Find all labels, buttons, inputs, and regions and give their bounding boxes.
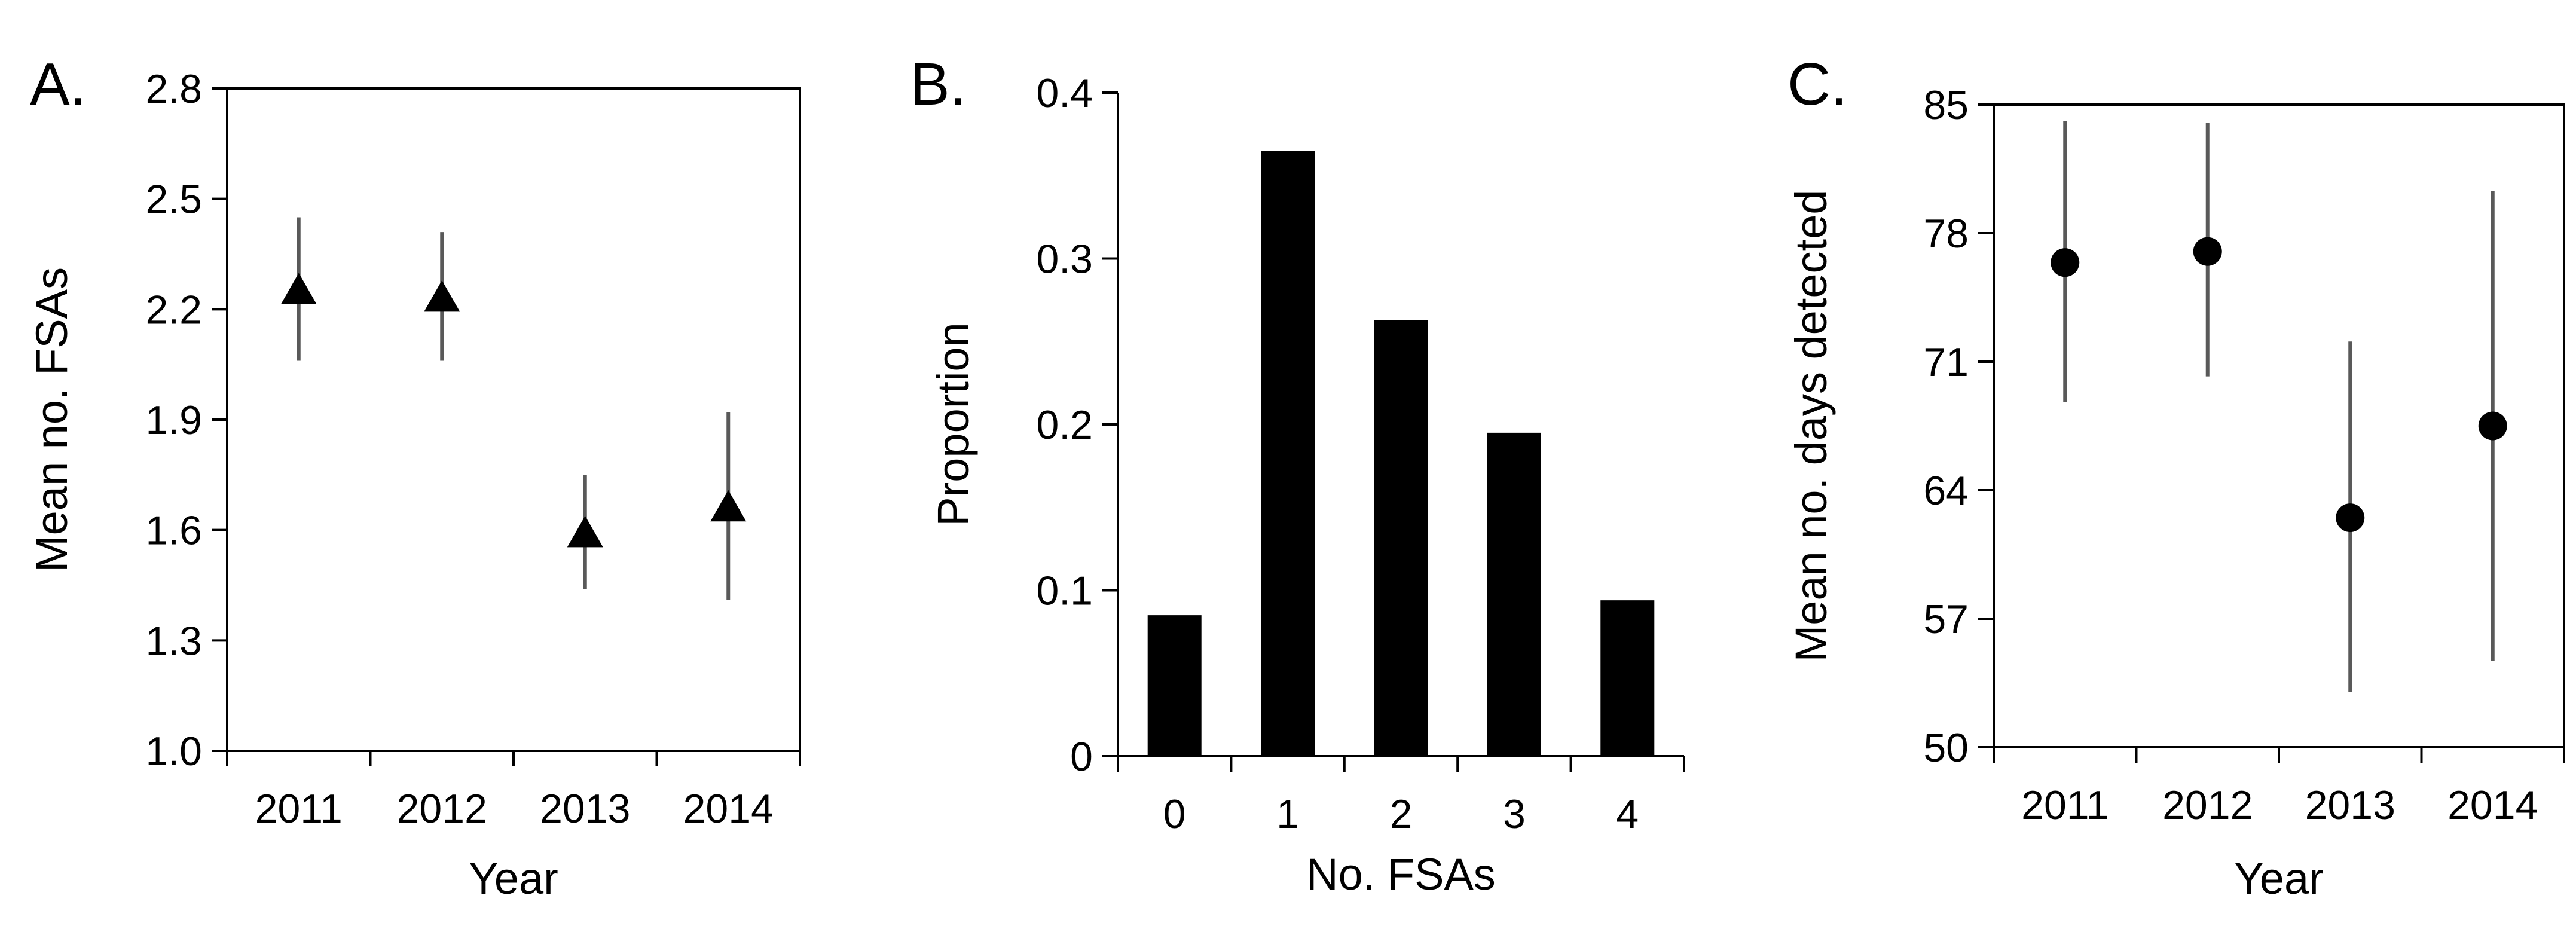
y-tick-label: 85 [1923,82,1969,128]
data-point-2012 [424,280,460,312]
x-tick-label: 2012 [397,786,487,832]
x-tick-label: 2012 [2162,783,2253,828]
x-tick-label: 2013 [2305,783,2395,828]
y-tick-label: 78 [1923,211,1969,256]
y-axis-title: Mean no. days detected [1786,190,1836,662]
y-tick-label: 57 [1923,597,1969,642]
y-tick-label: 1.3 [145,618,202,664]
data-point-2011 [280,273,317,305]
y-tick-label: 0 [1070,734,1093,780]
x-tick-label: 2 [1390,792,1413,837]
plot-frame [226,87,801,752]
y-tick-label: 0.3 [1036,237,1093,282]
chart-panel-a: A. 1.0 1.3 1.6 1.9 2.2 2.5 2.8 2011 2012 2013 2014 M… [27,51,801,903]
panel-label: A. [30,51,86,118]
data-point-2013 [2336,503,2365,533]
x-tick-label: 2013 [540,786,630,832]
y-tick-label: 2.5 [145,177,202,222]
y-tick-label: 0.2 [1036,402,1093,448]
y-axis-title: Proportion [928,322,978,526]
y-tick-label: 50 [1923,725,1969,771]
bar-0 [1147,615,1202,756]
x-tick-label: 2011 [255,786,343,832]
panel-label: C. [1787,51,1847,118]
y-axis-title: Mean no. FSAs [27,267,77,572]
y-tick-label: 1.6 [145,508,202,554]
data-point-2013 [567,515,603,548]
bar-2 [1374,320,1428,756]
y-tick-label: 1.0 [145,729,202,774]
x-tick-label: 2014 [2447,783,2538,828]
data-point-2014 [710,490,747,522]
data-point-2014 [2478,411,2507,441]
y-tick-label: 2.8 [145,66,202,112]
bar-3 [1487,432,1541,756]
x-axis-title: Year [469,854,558,903]
x-tick-label: 2011 [2021,783,2109,828]
y-tick-label: 1.9 [145,398,202,443]
y-tick-label: 71 [1923,340,1969,385]
x-axis-title: No. FSAs [1306,849,1496,899]
x-tick-label: 2014 [683,786,774,832]
y-tick-label: 0.1 [1036,569,1093,614]
y-tick-label: 2.2 [145,287,202,332]
y-tick-label: 64 [1923,468,1969,514]
x-tick-label: 0 [1163,792,1186,837]
y-tick-label: 0.4 [1036,71,1093,116]
x-axis-title: Year [2234,854,2324,903]
data-point-2011 [2051,248,2080,277]
bar-4 [1600,600,1655,756]
x-tick-label: 3 [1503,792,1526,837]
x-tick-label: 1 [1276,792,1299,837]
bar-1 [1261,151,1315,756]
chart-panel-c: C. 50 57 64 71 78 85 2011 2012 2013 2014 Mean no. d… [1786,51,2565,903]
data-point-2012 [2193,237,2222,266]
x-tick-label: 4 [1616,792,1639,837]
panel-label: B. [910,51,966,118]
chart-panel-b: B. 0 0.1 0.2 0.3 0.4 0 1 2 3 4 Proportion No. FSAs [910,51,1685,899]
